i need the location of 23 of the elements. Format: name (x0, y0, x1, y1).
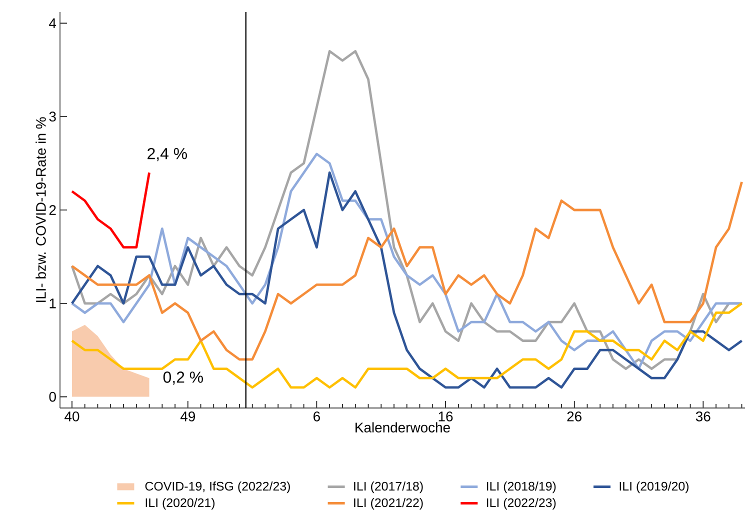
x-tick-label: 26 (567, 412, 582, 422)
legend-label: ILI (2019/20) (620, 481, 689, 494)
legend-label: COVID-19, IfSG (2022/23) (145, 481, 290, 494)
y-tick-label: 3 (49, 112, 56, 122)
annotation: 0,2 % (163, 372, 203, 385)
line-series (70, 171, 150, 249)
x-axis-title: Kalenderwoche (356, 422, 450, 432)
y-tick-label: 1 (50, 298, 56, 308)
x-tick-label: 49 (180, 412, 195, 422)
legend-label: ILI (2017/18) (354, 481, 423, 494)
legend-label: ILI (2020/21) (146, 498, 215, 510)
x-tick-label: 40 (64, 412, 80, 422)
x-tick-label: 6 (314, 412, 320, 422)
y-axis-title: ILI- bzw. COVID-19-Rate in % (36, 117, 46, 302)
legend-label: ILI (2021/22) (354, 498, 423, 510)
legend-label: ILI (2022/23) (486, 498, 556, 510)
y-tick-label: 4 (49, 18, 56, 28)
annotation: 2,4 % (148, 148, 187, 162)
y-tick-label: 2 (49, 205, 56, 215)
legend-label: ILI (2018/19) (486, 481, 556, 494)
y-tick-label: 0 (49, 392, 56, 402)
x-tick-label: 16 (438, 412, 453, 422)
x-tick-label: 36 (696, 412, 710, 422)
